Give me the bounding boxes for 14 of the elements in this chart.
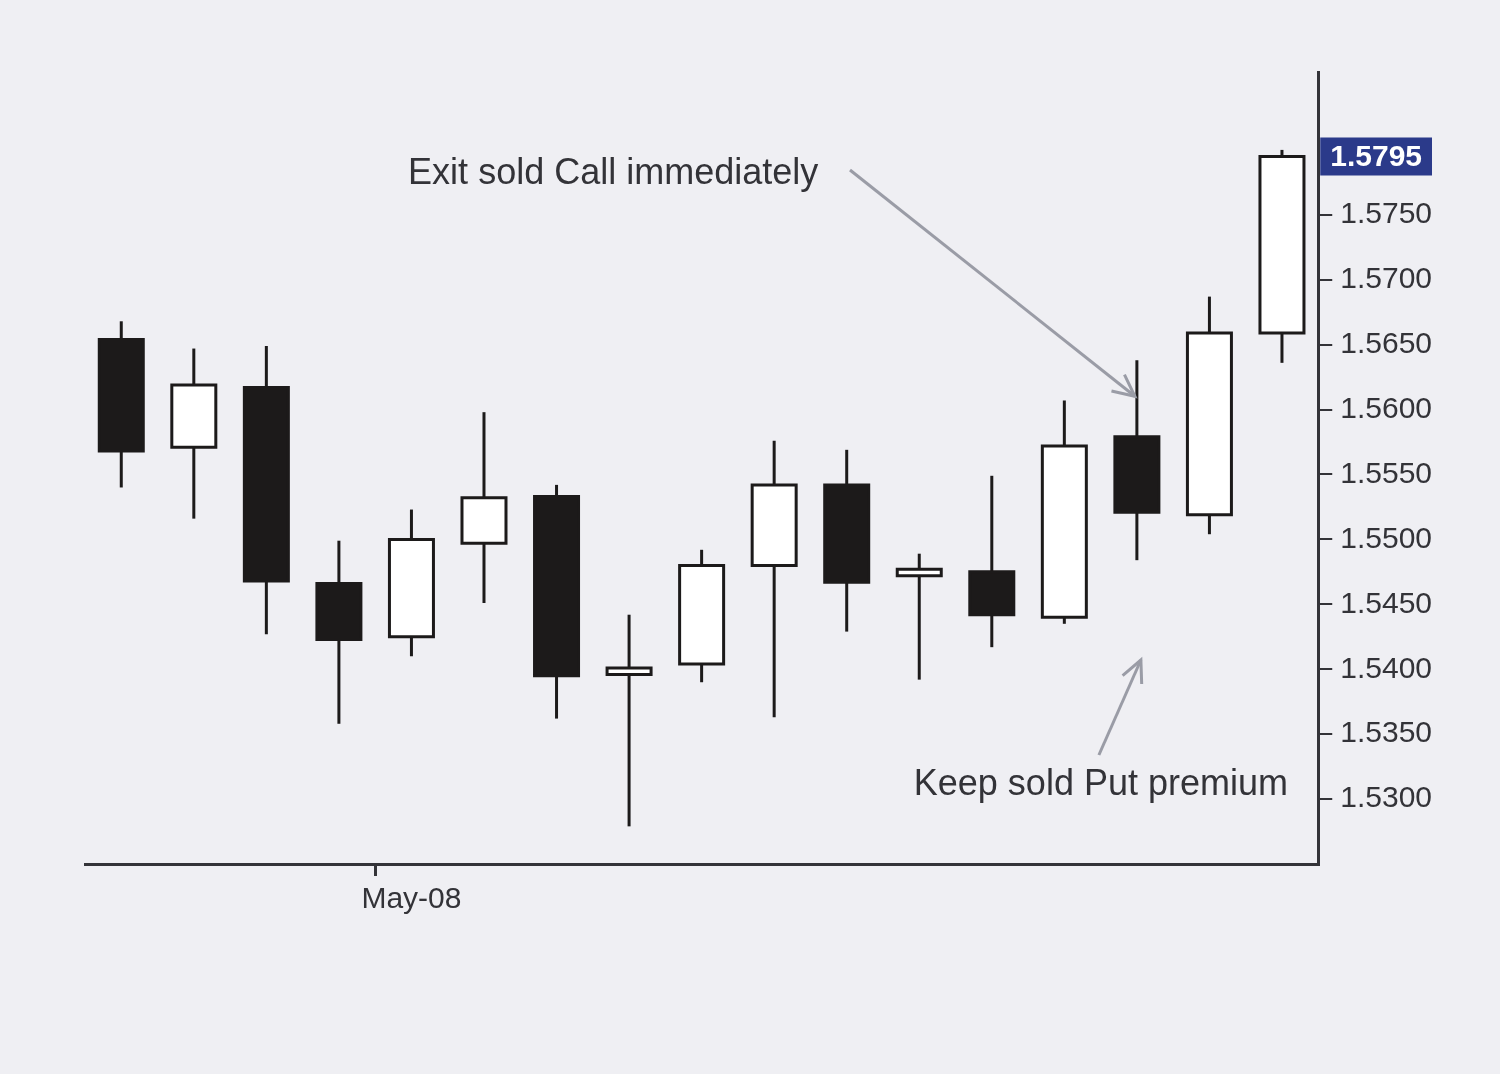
y-tick-label: 1.5600 xyxy=(1340,390,1433,424)
y-tick-label: 1.5550 xyxy=(1340,455,1433,489)
y-tick-label: 1.5650 xyxy=(1340,325,1433,359)
y-tick-label: 1.5350 xyxy=(1340,715,1433,749)
y-tick-label: 1.5500 xyxy=(1340,520,1433,554)
y-tick-label: 1.5300 xyxy=(1340,780,1433,814)
text: 1.5795 xyxy=(1330,138,1423,172)
y-tick-label: 1.5750 xyxy=(1340,196,1433,230)
annotation: Exit sold Call immediately xyxy=(408,150,819,192)
y-tick-label: 1.5700 xyxy=(1340,261,1433,294)
x-tick-label: May-08 xyxy=(361,881,462,915)
annotation: Keep sold Put premium xyxy=(913,761,1288,803)
y-tick-label: 1.5450 xyxy=(1340,585,1433,619)
y-tick-label: 1.5400 xyxy=(1340,650,1433,684)
